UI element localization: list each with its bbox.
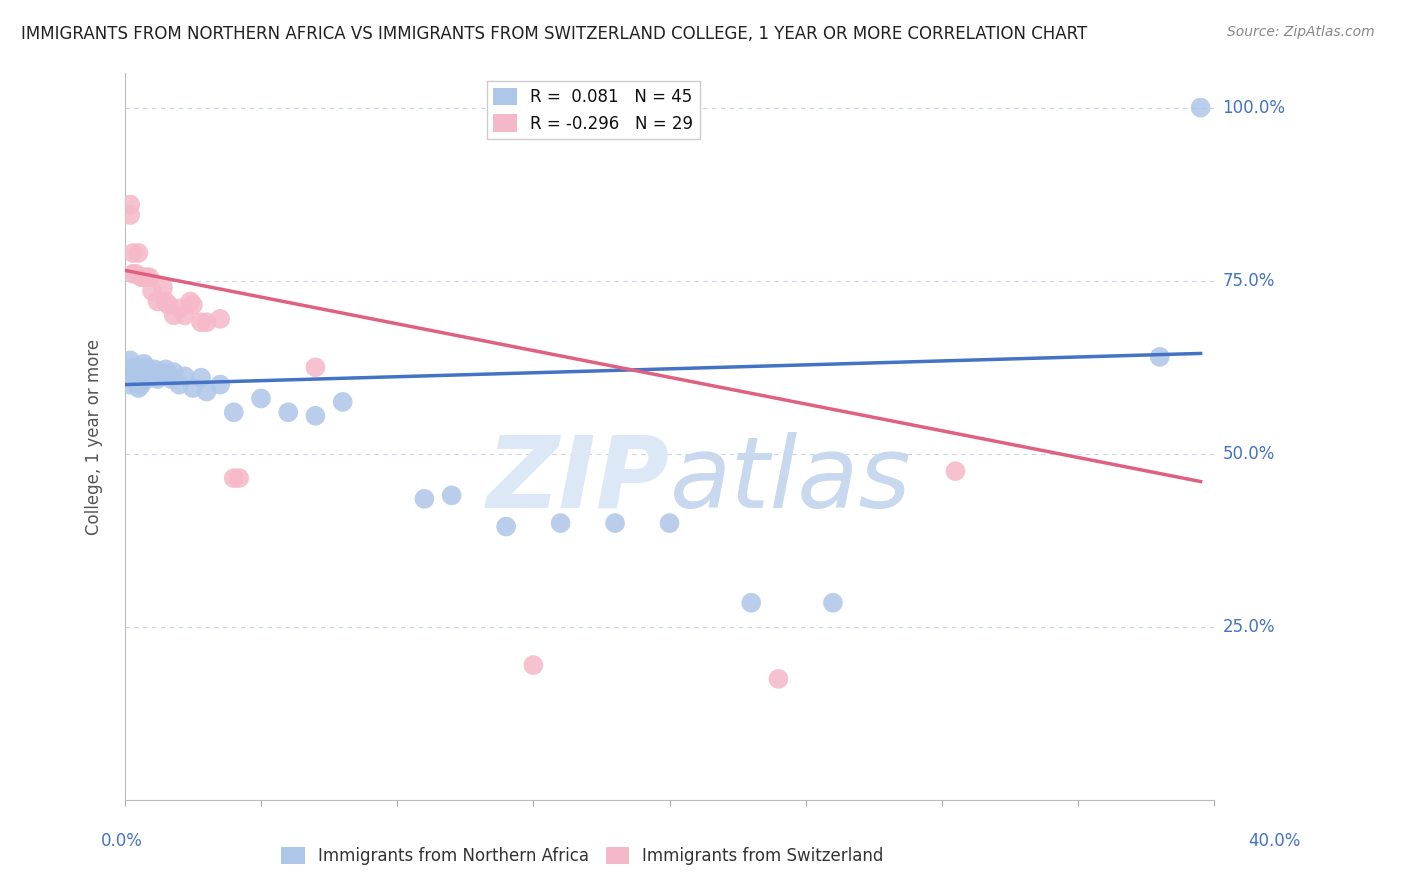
Point <box>138 365 160 379</box>
Point <box>1149 350 1171 364</box>
Point <box>146 372 169 386</box>
Point <box>495 519 517 533</box>
Point <box>120 208 142 222</box>
Point <box>125 267 148 281</box>
Point <box>149 365 172 379</box>
Point <box>160 372 183 386</box>
Point <box>138 270 160 285</box>
Point <box>163 309 186 323</box>
Point <box>304 409 326 423</box>
Point <box>209 311 232 326</box>
Point <box>169 301 191 316</box>
Text: ZIP: ZIP <box>486 432 669 529</box>
Point <box>129 370 152 384</box>
Text: 75.0%: 75.0% <box>1223 272 1275 290</box>
Text: atlas: atlas <box>669 432 911 529</box>
Point <box>173 309 195 323</box>
Point <box>821 596 844 610</box>
Point <box>135 270 157 285</box>
Point <box>122 267 145 281</box>
Point <box>190 315 212 329</box>
Point <box>440 488 463 502</box>
Text: 0.0%: 0.0% <box>101 831 143 849</box>
Point <box>195 384 218 399</box>
Point <box>179 294 201 309</box>
Point <box>250 392 273 406</box>
Point <box>740 596 762 610</box>
Point <box>157 298 180 312</box>
Point <box>122 246 145 260</box>
Point <box>550 516 572 530</box>
Point <box>152 280 174 294</box>
Point <box>157 368 180 382</box>
Point <box>120 197 142 211</box>
Point <box>169 377 191 392</box>
Text: IMMIGRANTS FROM NORTHERN AFRICA VS IMMIGRANTS FROM SWITZERLAND COLLEGE, 1 YEAR O: IMMIGRANTS FROM NORTHERN AFRICA VS IMMIG… <box>21 25 1087 43</box>
Y-axis label: College, 1 year or more: College, 1 year or more <box>86 338 103 534</box>
Point <box>173 369 195 384</box>
Point <box>120 377 142 392</box>
Text: Source: ZipAtlas.com: Source: ZipAtlas.com <box>1227 25 1375 39</box>
Point <box>222 405 245 419</box>
Point <box>132 270 155 285</box>
Point <box>120 353 142 368</box>
Point <box>135 372 157 386</box>
Point <box>413 491 436 506</box>
Point <box>190 370 212 384</box>
Point <box>127 368 149 382</box>
Point <box>768 672 790 686</box>
Point <box>146 294 169 309</box>
Point <box>1189 101 1212 115</box>
Point <box>332 395 354 409</box>
Point <box>132 368 155 382</box>
Point <box>181 381 204 395</box>
Point <box>127 381 149 395</box>
Point <box>127 246 149 260</box>
Point <box>129 270 152 285</box>
Point <box>658 516 681 530</box>
Point <box>163 365 186 379</box>
Text: 50.0%: 50.0% <box>1223 445 1275 463</box>
Point <box>228 471 250 485</box>
Point <box>117 368 139 382</box>
Point <box>125 374 148 388</box>
Point <box>135 360 157 375</box>
Point <box>522 658 544 673</box>
Text: 25.0%: 25.0% <box>1223 618 1275 636</box>
Point <box>181 298 204 312</box>
Point <box>125 364 148 378</box>
Point <box>155 294 177 309</box>
Point <box>141 369 163 384</box>
Point <box>195 315 218 329</box>
Point <box>143 362 166 376</box>
Point <box>209 377 232 392</box>
Point <box>277 405 299 419</box>
Point <box>222 471 245 485</box>
Point <box>141 284 163 298</box>
Point <box>945 464 967 478</box>
Legend: R =  0.081   N = 45, R = -0.296   N = 29: R = 0.081 N = 45, R = -0.296 N = 29 <box>486 81 700 139</box>
Point <box>304 360 326 375</box>
Point <box>122 360 145 375</box>
Point <box>603 516 626 530</box>
Point <box>132 357 155 371</box>
Point <box>122 370 145 384</box>
Text: 40.0%: 40.0% <box>1249 831 1301 849</box>
Point <box>155 362 177 376</box>
Text: 100.0%: 100.0% <box>1223 99 1285 117</box>
Point <box>129 377 152 392</box>
